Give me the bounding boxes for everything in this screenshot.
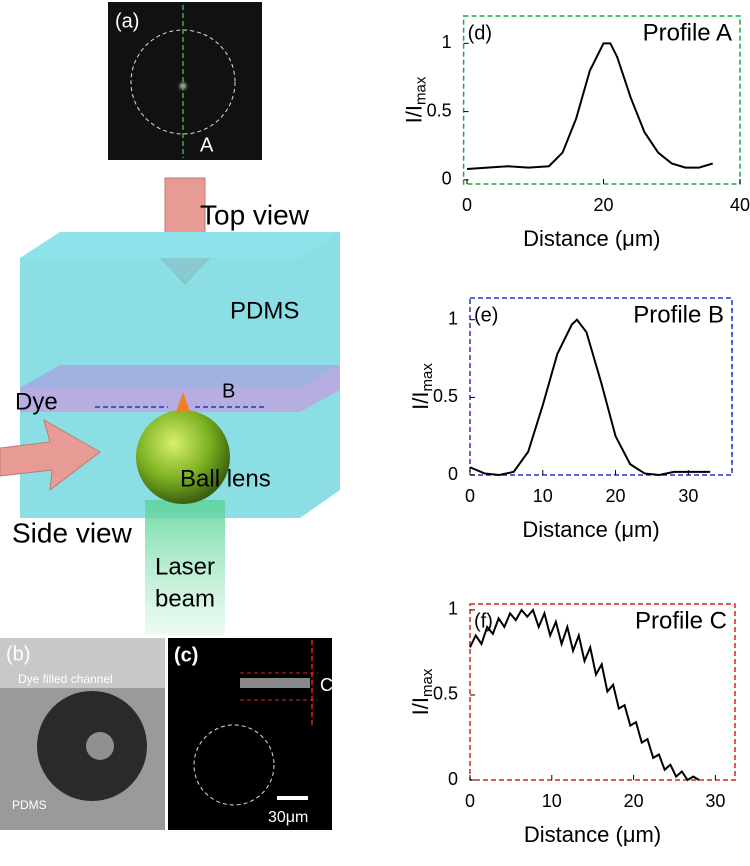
x-tick-label: 30 <box>678 486 698 506</box>
pdms-top <box>20 232 340 258</box>
frame <box>462 15 741 185</box>
label: (c) <box>174 644 198 666</box>
frame <box>469 297 733 476</box>
label: PDMS <box>230 297 299 324</box>
label: (a) <box>115 10 139 32</box>
frame <box>469 603 736 781</box>
y-tick-label: 1 <box>448 308 458 328</box>
y-axis-label: I/Imax <box>408 668 436 715</box>
x-tick-label: 0 <box>465 486 475 506</box>
y-tick-label: 0 <box>448 464 458 484</box>
label: Dye filled channel <box>18 672 113 686</box>
y-tick-label: 0 <box>448 769 458 789</box>
dye-layer <box>20 365 340 388</box>
label: Dye <box>15 388 58 415</box>
line <box>469 318 711 477</box>
y-tick-label: 0.5 <box>427 100 452 120</box>
label: B <box>222 380 235 402</box>
y-tick-label: 1 <box>448 599 458 619</box>
label: PDMS <box>12 798 47 812</box>
ball-lens <box>136 410 230 504</box>
x-tick-label: 40 <box>730 195 750 215</box>
label: (b) <box>6 643 30 665</box>
x-tick-label: 10 <box>542 791 562 811</box>
label: beam <box>155 585 215 612</box>
image-c <box>168 638 332 830</box>
cone <box>176 392 190 412</box>
line <box>466 42 713 170</box>
panel-label: (d) <box>468 22 492 44</box>
fluorescence <box>240 678 310 688</box>
y-axis-label: I/Imax <box>408 363 436 410</box>
y-axis-label-sub: max <box>413 76 430 105</box>
channel <box>0 638 165 688</box>
chart-title: Profile B <box>633 301 724 328</box>
x-axis-label: Distance (μm) <box>524 822 661 847</box>
circle <box>130 29 236 135</box>
y-axis-label-main: I/I <box>401 105 426 123</box>
label: 30μm <box>268 809 308 826</box>
y-axis-label-sub: max <box>419 363 436 392</box>
laser-beam <box>145 500 225 635</box>
x-tick-label: 20 <box>606 486 626 506</box>
y-axis-label-main: I/I <box>408 697 433 715</box>
x-tick-label: 30 <box>705 791 725 811</box>
x-tick-label: 20 <box>624 791 644 811</box>
line <box>469 607 700 782</box>
circle <box>193 724 275 806</box>
x-tick-label: 10 <box>533 486 553 506</box>
y-tick-label: 0 <box>442 169 452 189</box>
y-axis-label-main: I/I <box>408 392 433 410</box>
dye-layer <box>20 365 340 412</box>
arrow <box>0 418 101 492</box>
x-axis-label: Distance (μm) <box>523 226 660 251</box>
y-tick-label: 1 <box>442 32 452 52</box>
label: A <box>200 134 214 156</box>
label: C <box>320 675 333 695</box>
label: Side view <box>12 517 133 548</box>
label: Ball lens <box>180 465 271 492</box>
label: Top view <box>200 199 310 230</box>
chart-title: Profile A <box>643 19 732 46</box>
highlight <box>86 732 114 760</box>
chart-title: Profile C <box>635 607 727 634</box>
x-axis-label: Distance (μm) <box>522 517 659 542</box>
x-tick-label: 0 <box>465 791 475 811</box>
x-tick-label: 20 <box>593 195 613 215</box>
y-tick-label: 0.5 <box>433 684 458 704</box>
y-axis-label-sub: max <box>419 668 436 697</box>
panel-label: (e) <box>474 304 498 326</box>
y-tick-label: 0.5 <box>433 386 458 406</box>
x-tick-label: 0 <box>462 195 472 215</box>
label: Laser <box>155 553 215 580</box>
y-axis-label: I/Imax <box>401 76 429 123</box>
